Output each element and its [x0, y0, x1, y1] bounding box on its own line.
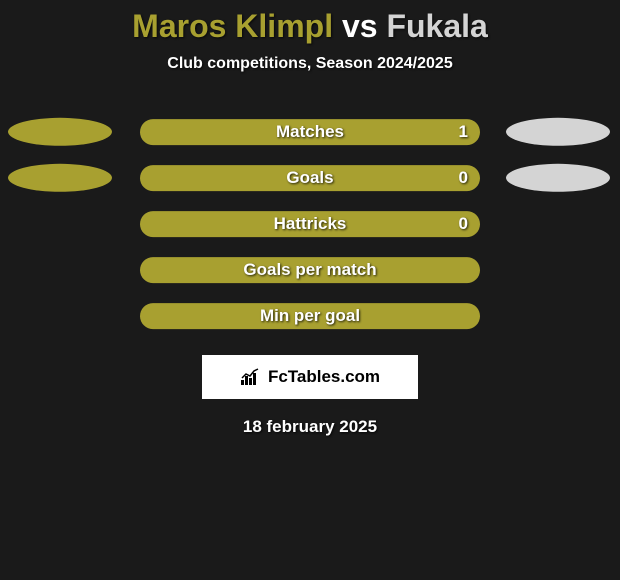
stat-value: 1	[459, 119, 468, 145]
stat-bar: Goals 0	[140, 165, 480, 191]
player2-ellipse	[506, 118, 610, 146]
stat-label: Min per goal	[260, 306, 360, 325]
stat-bar: Matches 1	[140, 119, 480, 145]
stat-value: 0	[459, 165, 468, 191]
stat-row: Goals per match	[0, 251, 620, 297]
stat-bar: Goals per match	[140, 257, 480, 283]
date-text: 18 february 2025	[0, 417, 620, 437]
stat-bar: Hattricks 0	[140, 211, 480, 237]
stat-row: Matches 1	[0, 113, 620, 159]
source-badge-text: FcTables.com	[268, 367, 380, 387]
vs-separator: vs	[333, 8, 386, 44]
player1-ellipse	[8, 164, 112, 192]
source-badge: FcTables.com	[202, 355, 418, 399]
stat-bar: Min per goal	[140, 303, 480, 329]
stat-label: Matches	[276, 122, 344, 141]
stat-label: Goals	[286, 168, 333, 187]
player1-ellipse	[8, 118, 112, 146]
stat-label: Hattricks	[274, 214, 347, 233]
player2-ellipse	[506, 164, 610, 192]
chart-icon	[240, 368, 262, 386]
stats-rows: Matches 1 Goals 0 Hattricks 0 Goals per match M…	[0, 113, 620, 343]
page-title: Maros Klimpl vs Fukala	[0, 8, 620, 45]
comparison-infographic: Maros Klimpl vs Fukala Club competitions…	[0, 0, 620, 437]
stat-row: Goals 0	[0, 159, 620, 205]
stat-value: 0	[459, 211, 468, 237]
subtitle: Club competitions, Season 2024/2025	[0, 55, 620, 73]
stat-row: Min per goal	[0, 297, 620, 343]
player1-name: Maros Klimpl	[132, 8, 333, 44]
stat-row: Hattricks 0	[0, 205, 620, 251]
player2-name: Fukala	[386, 8, 487, 44]
stat-label: Goals per match	[243, 260, 376, 279]
